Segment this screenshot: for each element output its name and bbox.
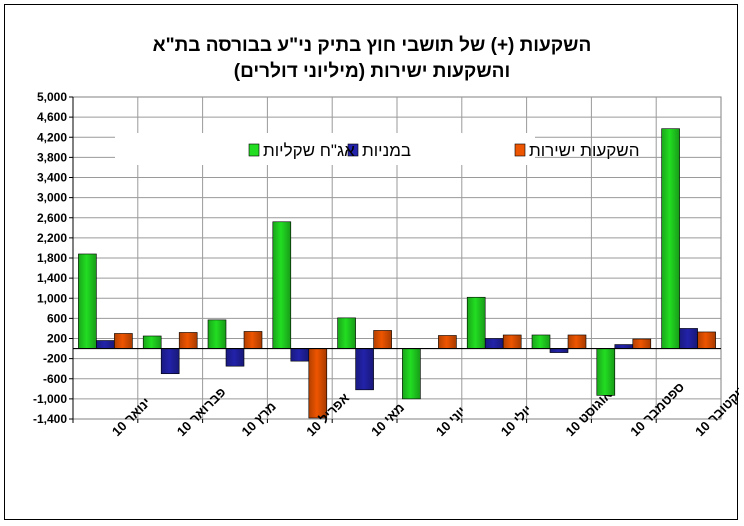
legend-label: אג"ח שקליות xyxy=(263,141,355,160)
bar xyxy=(614,344,634,349)
bar xyxy=(531,334,551,349)
y-tick-label: 1,000 xyxy=(37,291,67,305)
bar xyxy=(632,338,652,349)
bar xyxy=(142,335,162,349)
y-tick-label: -1,400 xyxy=(33,412,67,426)
legend: השקעות ישירות במניות אג"ח שקליות xyxy=(115,133,639,165)
bar xyxy=(484,338,504,349)
bar xyxy=(114,333,133,349)
bar xyxy=(207,319,227,349)
bar xyxy=(225,348,245,367)
bar xyxy=(438,335,457,349)
legend-swatch xyxy=(514,143,526,157)
y-tick-label: -1,000 xyxy=(33,392,67,406)
bar xyxy=(272,221,292,349)
bar xyxy=(402,348,421,400)
chart-frame: השקעות (+) של תושבי חוץ בתיק ני"ע בבורסה… xyxy=(4,4,739,520)
y-tick-label: 3,800 xyxy=(37,150,67,164)
y-tick-label: 4,600 xyxy=(37,110,67,124)
legend-label: השקעות ישירות xyxy=(529,141,639,160)
y-tick-label: -200 xyxy=(43,352,67,366)
chart-title: השקעות (+) של תושבי חוץ בתיק ני"ע בבורסה… xyxy=(153,35,592,56)
y-tick-label: 1,400 xyxy=(37,271,67,285)
bar xyxy=(466,296,486,349)
bar xyxy=(355,348,374,391)
legend-swatch xyxy=(347,143,359,157)
chart: השקעות (+) של תושבי חוץ בתיק ני"ע בבורסה… xyxy=(33,35,739,439)
bar xyxy=(178,332,198,349)
legend-swatch xyxy=(248,143,260,157)
legend-background xyxy=(115,133,535,165)
bar xyxy=(679,328,698,349)
bar xyxy=(661,128,680,349)
bar xyxy=(567,334,587,349)
y-tick-label: -600 xyxy=(43,372,67,386)
y-tick-label: 3,000 xyxy=(37,191,67,205)
y-tick-label: 3,400 xyxy=(37,171,67,185)
bar xyxy=(596,348,616,396)
bar xyxy=(697,331,716,349)
bar xyxy=(337,317,356,349)
bar xyxy=(290,348,310,362)
bar xyxy=(160,348,180,375)
bar xyxy=(78,253,97,349)
chart-subtitle: והשקעות ישירות (מיליוני דולרים) xyxy=(234,61,510,82)
bar xyxy=(373,330,392,349)
legend-label: במניות xyxy=(362,141,411,160)
bar xyxy=(96,340,115,349)
y-tick-label: 5,000 xyxy=(37,90,67,104)
y-tick-label: 4,200 xyxy=(37,130,67,144)
y-tick-label: 1,800 xyxy=(37,251,67,265)
bar xyxy=(502,334,522,349)
y-tick-label: 2,200 xyxy=(37,231,67,245)
y-tick-label: 600 xyxy=(47,311,67,325)
bar xyxy=(549,348,569,353)
y-tick-label: 200 xyxy=(47,332,67,346)
y-tick-label: 2,600 xyxy=(37,211,67,225)
bar xyxy=(243,331,263,349)
